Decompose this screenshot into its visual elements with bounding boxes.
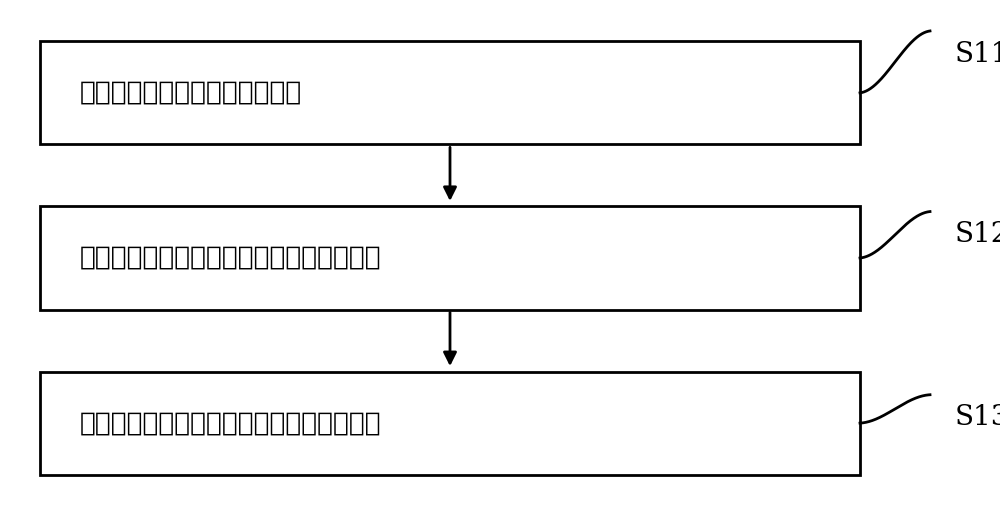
- Text: 获取电渗析膜堆上电前后的水温: 获取电渗析膜堆上电前后的水温: [80, 80, 302, 106]
- Text: S12: S12: [955, 221, 1000, 248]
- Text: S13: S13: [955, 405, 1000, 431]
- Bar: [40, 41, 860, 144]
- Bar: [40, 206, 860, 310]
- Text: 比较电渗析膜堆上电前后的水温得到水温差: 比较电渗析膜堆上电前后的水温得到水温差: [80, 245, 382, 271]
- Bar: [40, 372, 860, 475]
- Text: 根据水温差判断电渗析膜堆的电极是否异常: 根据水温差判断电渗析膜堆的电极是否异常: [80, 410, 382, 436]
- Text: S11: S11: [955, 41, 1000, 68]
